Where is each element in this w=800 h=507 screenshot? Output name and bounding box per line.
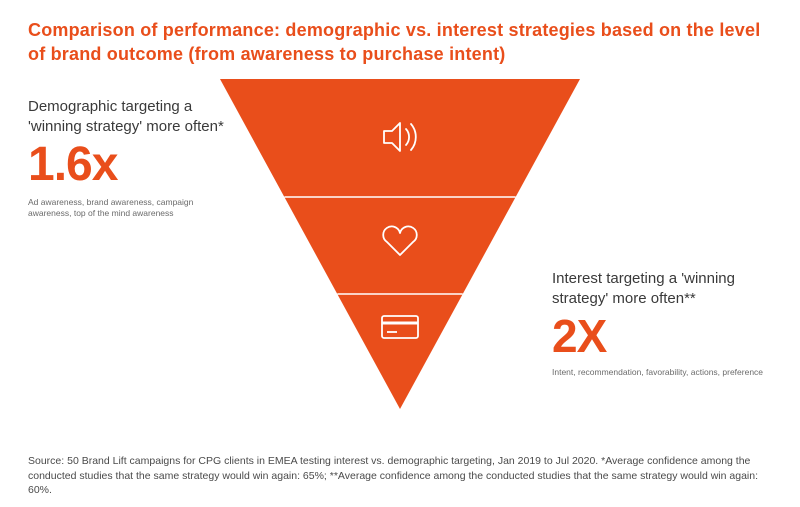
right-stat-block: Interest targeting a 'winning strategy' … [552,269,772,379]
right-sub-text: Intent, recommendation, favorability, ac… [552,367,772,378]
left-stat: 1.6x [28,141,228,189]
source-footnote: Source: 50 Brand Lift campaigns for CPG … [28,454,772,497]
page-title: Comparison of performance: demographic v… [28,18,772,67]
left-lead-text: Demographic targeting a 'winning strateg… [28,97,228,138]
left-sub-text: Ad awareness, brand awareness, campaign … [28,197,228,219]
right-stat: 2X [552,313,772,359]
left-stat-block: Demographic targeting a 'winning strateg… [28,97,228,220]
right-lead-text: Interest targeting a 'winning strategy' … [552,269,772,310]
funnel-triangle [220,79,580,409]
infographic-stage: Demographic targeting a 'winning strateg… [28,79,772,439]
